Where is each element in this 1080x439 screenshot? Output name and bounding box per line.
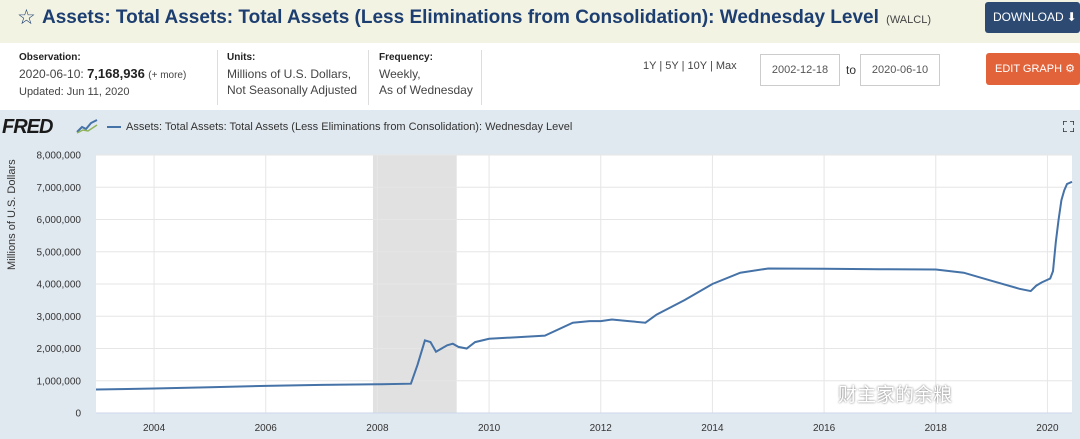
star-icon[interactable]: ☆ <box>17 6 36 29</box>
meta-divider <box>481 50 482 105</box>
observation-more-link[interactable]: (+ more) <box>148 70 187 81</box>
y-axis-label: Millions of U.S. Dollars <box>6 159 18 270</box>
x-tick-label: 2008 <box>366 423 389 434</box>
y-tick-label: 5,000,000 <box>37 247 82 258</box>
x-tick-label: 2020 <box>1036 423 1059 434</box>
series-line <box>95 180 1073 391</box>
page-title: Assets: Total Assets: Total Assets (Less… <box>42 7 931 29</box>
legend-swatch <box>107 126 121 129</box>
edit-graph-button[interactable]: EDIT GRAPH ⚙ <box>986 53 1080 85</box>
y-tick-label: 3,000,000 <box>37 312 82 323</box>
frequency-line1: Weekly, <box>379 67 421 81</box>
download-button[interactable]: DOWNLOAD ⬇ <box>985 2 1080 33</box>
chart-legend: Assets: Total Assets: Total Assets (Less… <box>107 121 572 133</box>
download-icon: ⬇ <box>1066 10 1077 24</box>
observation-value: 7,168,936 <box>87 66 145 81</box>
observation-block: Observation: 2020-06-10: 7,168,936 (+ mo… <box>19 50 186 100</box>
end-date-input[interactable]: 2020-06-10 <box>860 54 940 86</box>
range-10y[interactable]: 10Y <box>687 60 707 72</box>
y-tick-label: 0 <box>75 409 81 420</box>
range-separator: | <box>659 60 663 72</box>
units-block: Units: Millions of U.S. Dollars, Not Sea… <box>227 50 357 98</box>
download-label: DOWNLOAD <box>993 10 1064 24</box>
range-selector: 1Y | 5Y | 10Y | Max <box>643 60 737 72</box>
series-title: Assets: Total Assets: Total Assets (Less… <box>42 7 879 28</box>
start-date-input[interactable]: 2002-12-18 <box>760 54 840 86</box>
frequency-line2: As of Wednesday <box>379 83 473 97</box>
units-line2: Not Seasonally Adjusted <box>227 83 358 97</box>
to-label: to <box>846 63 857 77</box>
fred-logo-graph-icon <box>76 119 98 134</box>
meta-divider <box>368 50 369 105</box>
range-max[interactable]: Max <box>715 60 737 72</box>
range-separator: | <box>681 60 685 72</box>
series-id: (WALCL) <box>886 14 931 26</box>
y-tick-label: 4,000,000 <box>37 280 82 291</box>
edit-graph-label: EDIT GRAPH <box>995 63 1063 75</box>
frequency-block: Frequency: Weekly, As of Wednesday <box>379 50 473 98</box>
fred-logo: FRED <box>2 116 53 138</box>
x-tick-label: 2004 <box>143 423 166 434</box>
range-5y[interactable]: 5Y <box>665 60 679 72</box>
y-tick-label: 6,000,000 <box>37 215 82 226</box>
y-tick-label: 7,000,000 <box>37 183 82 194</box>
observation-date: 2020-06-10: <box>19 67 84 81</box>
meta-divider <box>217 50 218 105</box>
line-chart: 0 1,000,000 2,000,000 3,000,000 4,000,000 5,0… <box>37 151 1073 434</box>
observation-label: Observation: <box>19 52 81 63</box>
range-separator: | <box>709 60 713 72</box>
y-tick-label: 2,000,000 <box>37 344 82 355</box>
legend-series-name: Assets: Total Assets: Total Assets (Less… <box>126 121 573 133</box>
x-tick-label: 2010 <box>478 423 501 434</box>
title-bar: ☆ Assets: Total Assets: Total Assets (Le… <box>0 0 1080 43</box>
units-line1: Millions of U.S. Dollars, <box>227 67 352 81</box>
watermark-text: 财主家的余粮 <box>838 385 953 406</box>
y-tick-label: 8,000,000 <box>37 151 82 162</box>
x-tick-label: 2018 <box>925 423 948 434</box>
x-tick-label: 2014 <box>701 423 724 434</box>
y-tick-label: 1,000,000 <box>37 376 82 387</box>
units-label: Units: <box>227 52 256 63</box>
x-tick-label: 2016 <box>813 423 836 434</box>
frequency-label: Frequency: <box>379 52 433 63</box>
x-tick-label: 2012 <box>590 423 613 434</box>
fullscreen-icon[interactable] <box>1063 121 1074 132</box>
x-tick-label: 2006 <box>255 423 278 434</box>
range-1y[interactable]: 1Y <box>643 60 657 72</box>
gear-icon: ⚙ <box>1065 63 1075 75</box>
updated-date: Updated: Jun 11, 2020 <box>19 86 130 98</box>
